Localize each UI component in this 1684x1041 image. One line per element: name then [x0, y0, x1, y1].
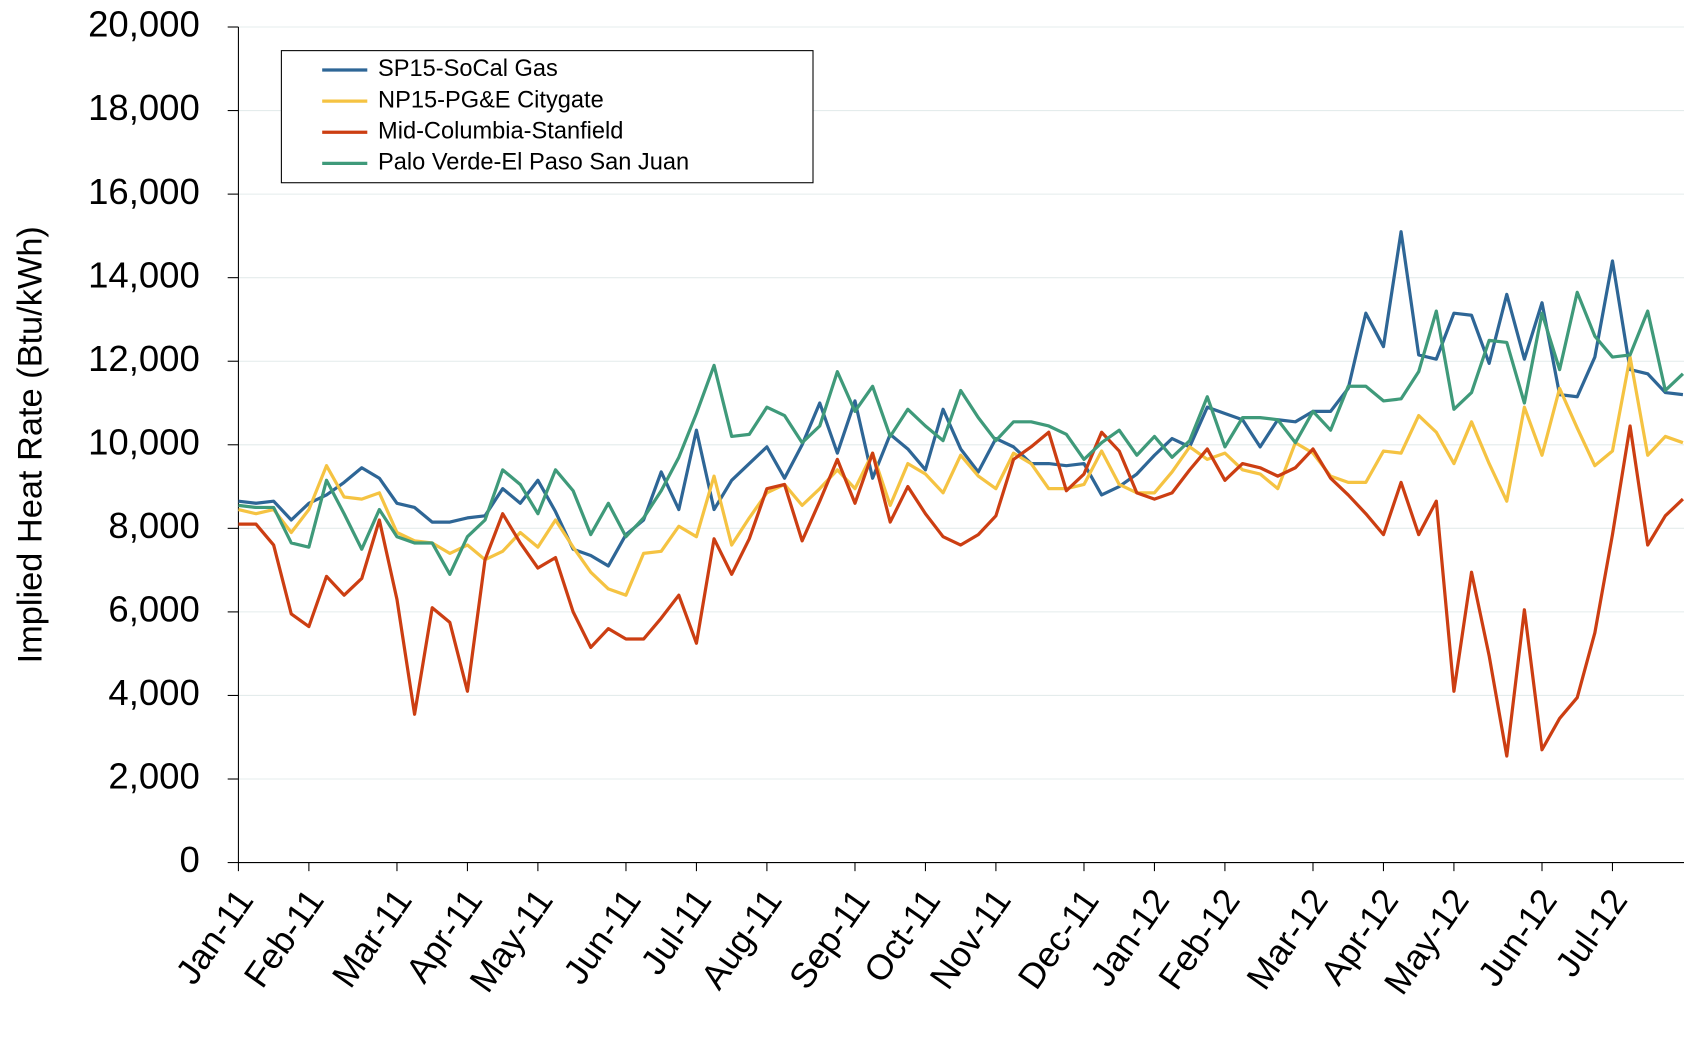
x-tick-label: Dec-11: [1010, 882, 1107, 996]
y-tick-label: 8,000: [108, 505, 199, 546]
y-tick-label: 12,000: [88, 338, 200, 379]
x-tick-label: Jun-12: [1470, 882, 1565, 994]
y-tick-label: 0: [179, 839, 199, 880]
y-tick-label: 14,000: [88, 254, 200, 295]
y-tick-label: 10,000: [88, 421, 200, 462]
y-tick-label: 4,000: [108, 672, 199, 713]
y-tick-label: 2,000: [108, 756, 199, 797]
legend-label: SP15-SoCal Gas: [378, 56, 558, 82]
series-line: [238, 290, 1684, 576]
x-tick-label: Jul-12: [1547, 882, 1635, 984]
series-line: [238, 424, 1684, 758]
legend-label: Mid-Columbia-Stanfield: [378, 118, 623, 144]
x-tick-label: Mar-12: [1239, 882, 1336, 997]
y-axis-label: Implied Heat Rate (Btu/kWh): [11, 226, 49, 663]
y-tick-label: 6,000: [108, 589, 199, 630]
y-tick-label: 18,000: [88, 87, 200, 128]
legend-box: [280, 50, 814, 184]
series-line: [238, 355, 1684, 597]
x-tick-label: Mar-11: [324, 882, 420, 995]
y-tick-label: 16,000: [88, 171, 200, 212]
y-tick-label: 20,000: [88, 4, 200, 45]
x-tick-label: Jun-11: [555, 882, 648, 992]
x-tick-label: Sep-11: [781, 882, 878, 996]
legend-label: NP15-PG&E Citygate: [378, 87, 604, 113]
legend-label: Palo Verde-El Paso San Juan: [378, 150, 689, 176]
